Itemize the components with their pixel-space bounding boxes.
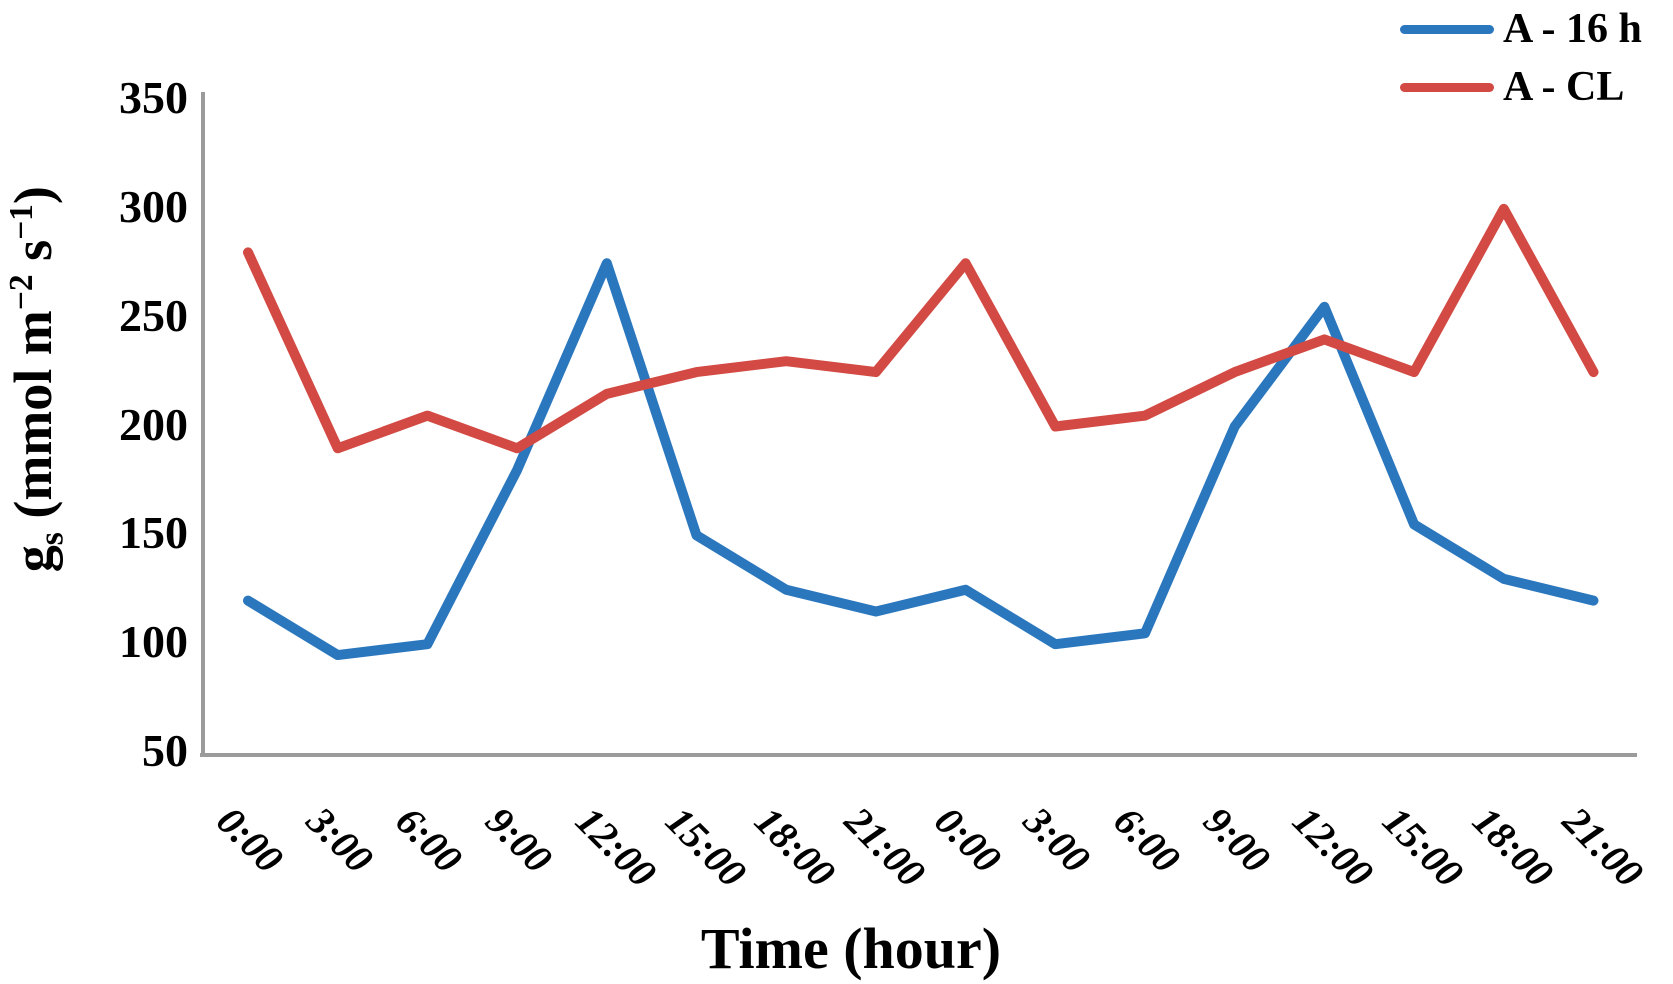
- series-line-0-a-16h: [243, 258, 1599, 661]
- series-group: [243, 203, 1599, 661]
- y-axis-title-unit-pre: (mmol m: [2, 310, 63, 533]
- y-tick-label: 200: [119, 398, 188, 450]
- y-tick-label: 50: [142, 725, 188, 777]
- series-line-1-a-cl: [243, 203, 1599, 454]
- y-tick-label: 250: [119, 289, 188, 341]
- y-axis-title-superscript-2: −1: [2, 204, 40, 240]
- legend-item-a-16h: A - 16 h: [1400, 0, 1642, 58]
- x-axis-title: Time (hour): [700, 916, 1002, 981]
- y-tick-label: 100: [119, 616, 188, 668]
- y-tick-label: 300: [119, 180, 188, 232]
- legend-label-a-16h: A - 16 h: [1503, 6, 1642, 52]
- y-axis-title-symbol: g: [2, 545, 63, 573]
- y-axis-title-subscript: s: [33, 532, 71, 546]
- y-axis-title-unit-post: ): [2, 186, 63, 205]
- y-tick-label: 350: [119, 72, 188, 124]
- legend-label-a-cl: A - CL: [1503, 64, 1625, 110]
- legend-swatch-a-16h: [1400, 24, 1494, 34]
- legend-swatch-a-cl: [1400, 82, 1494, 92]
- y-tick-label: 150: [119, 507, 188, 559]
- legend-item-a-cl: A - CL: [1400, 58, 1642, 116]
- y-axis-title-unit-mid: s: [2, 239, 63, 275]
- y-axis-title-superscript-1: −2: [2, 274, 40, 311]
- legend: A - 16 h A - CL: [1400, 0, 1642, 116]
- y-axis-title: gs (mmol m−2 s−1): [2, 149, 71, 609]
